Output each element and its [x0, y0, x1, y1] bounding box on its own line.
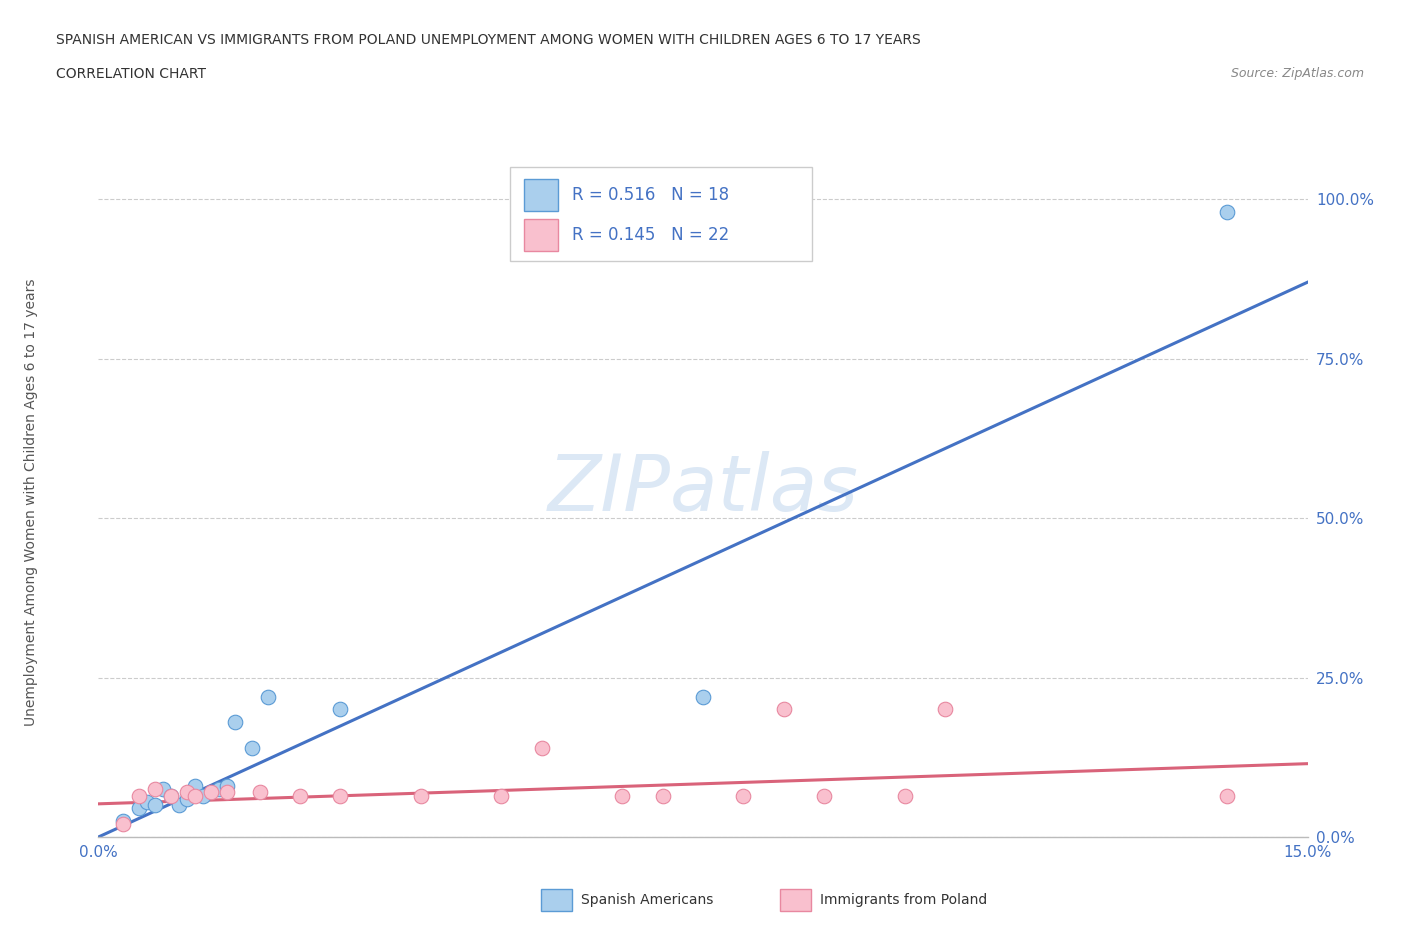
Text: Unemployment Among Women with Children Ages 6 to 17 years: Unemployment Among Women with Children A… [24, 278, 38, 726]
Point [152, 782, 174, 797]
Point [256, 689, 278, 704]
FancyBboxPatch shape [509, 167, 811, 261]
Point [143, 782, 166, 797]
Point [208, 782, 231, 797]
Point [128, 801, 150, 816]
Point [329, 788, 352, 803]
Text: SPANISH AMERICAN VS IMMIGRANTS FROM POLAND UNEMPLOYMENT AMONG WOMEN WITH CHILDRE: SPANISH AMERICAN VS IMMIGRANTS FROM POLA… [56, 33, 921, 46]
Point [167, 798, 190, 813]
Point [224, 715, 246, 730]
Point [184, 778, 207, 793]
Point [893, 788, 915, 803]
Point [733, 788, 755, 803]
Point [772, 702, 794, 717]
Text: Spanish Americans: Spanish Americans [581, 893, 713, 908]
Point [217, 778, 239, 793]
Text: R = 0.145   N = 22: R = 0.145 N = 22 [572, 226, 730, 244]
Text: CORRELATION CHART: CORRELATION CHART [56, 67, 207, 81]
Text: R = 0.516   N = 18: R = 0.516 N = 18 [572, 186, 730, 204]
Text: Immigrants from Poland: Immigrants from Poland [820, 893, 987, 908]
Point [193, 788, 215, 803]
Point [329, 702, 352, 717]
Point [143, 798, 166, 813]
Point [249, 785, 271, 800]
Text: ZIPatlas: ZIPatlas [547, 451, 859, 526]
Point [530, 740, 553, 755]
Point [160, 788, 183, 803]
Text: Source: ZipAtlas.com: Source: ZipAtlas.com [1230, 67, 1364, 80]
Point [813, 788, 835, 803]
FancyBboxPatch shape [524, 179, 558, 211]
Point [176, 791, 198, 806]
Point [160, 788, 183, 803]
Point [651, 788, 673, 803]
Point [934, 702, 956, 717]
Point [692, 689, 714, 704]
Point [111, 814, 134, 829]
Point [135, 794, 157, 809]
Point [409, 788, 432, 803]
Point [288, 788, 311, 803]
Point [128, 788, 150, 803]
Point [1216, 788, 1239, 803]
Point [217, 785, 239, 800]
Point [240, 740, 263, 755]
FancyBboxPatch shape [524, 219, 558, 251]
Point [176, 785, 198, 800]
Point [200, 785, 222, 800]
Point [612, 788, 634, 803]
Point [491, 788, 513, 803]
Point [1216, 205, 1239, 219]
Point [111, 817, 134, 831]
Point [184, 788, 207, 803]
